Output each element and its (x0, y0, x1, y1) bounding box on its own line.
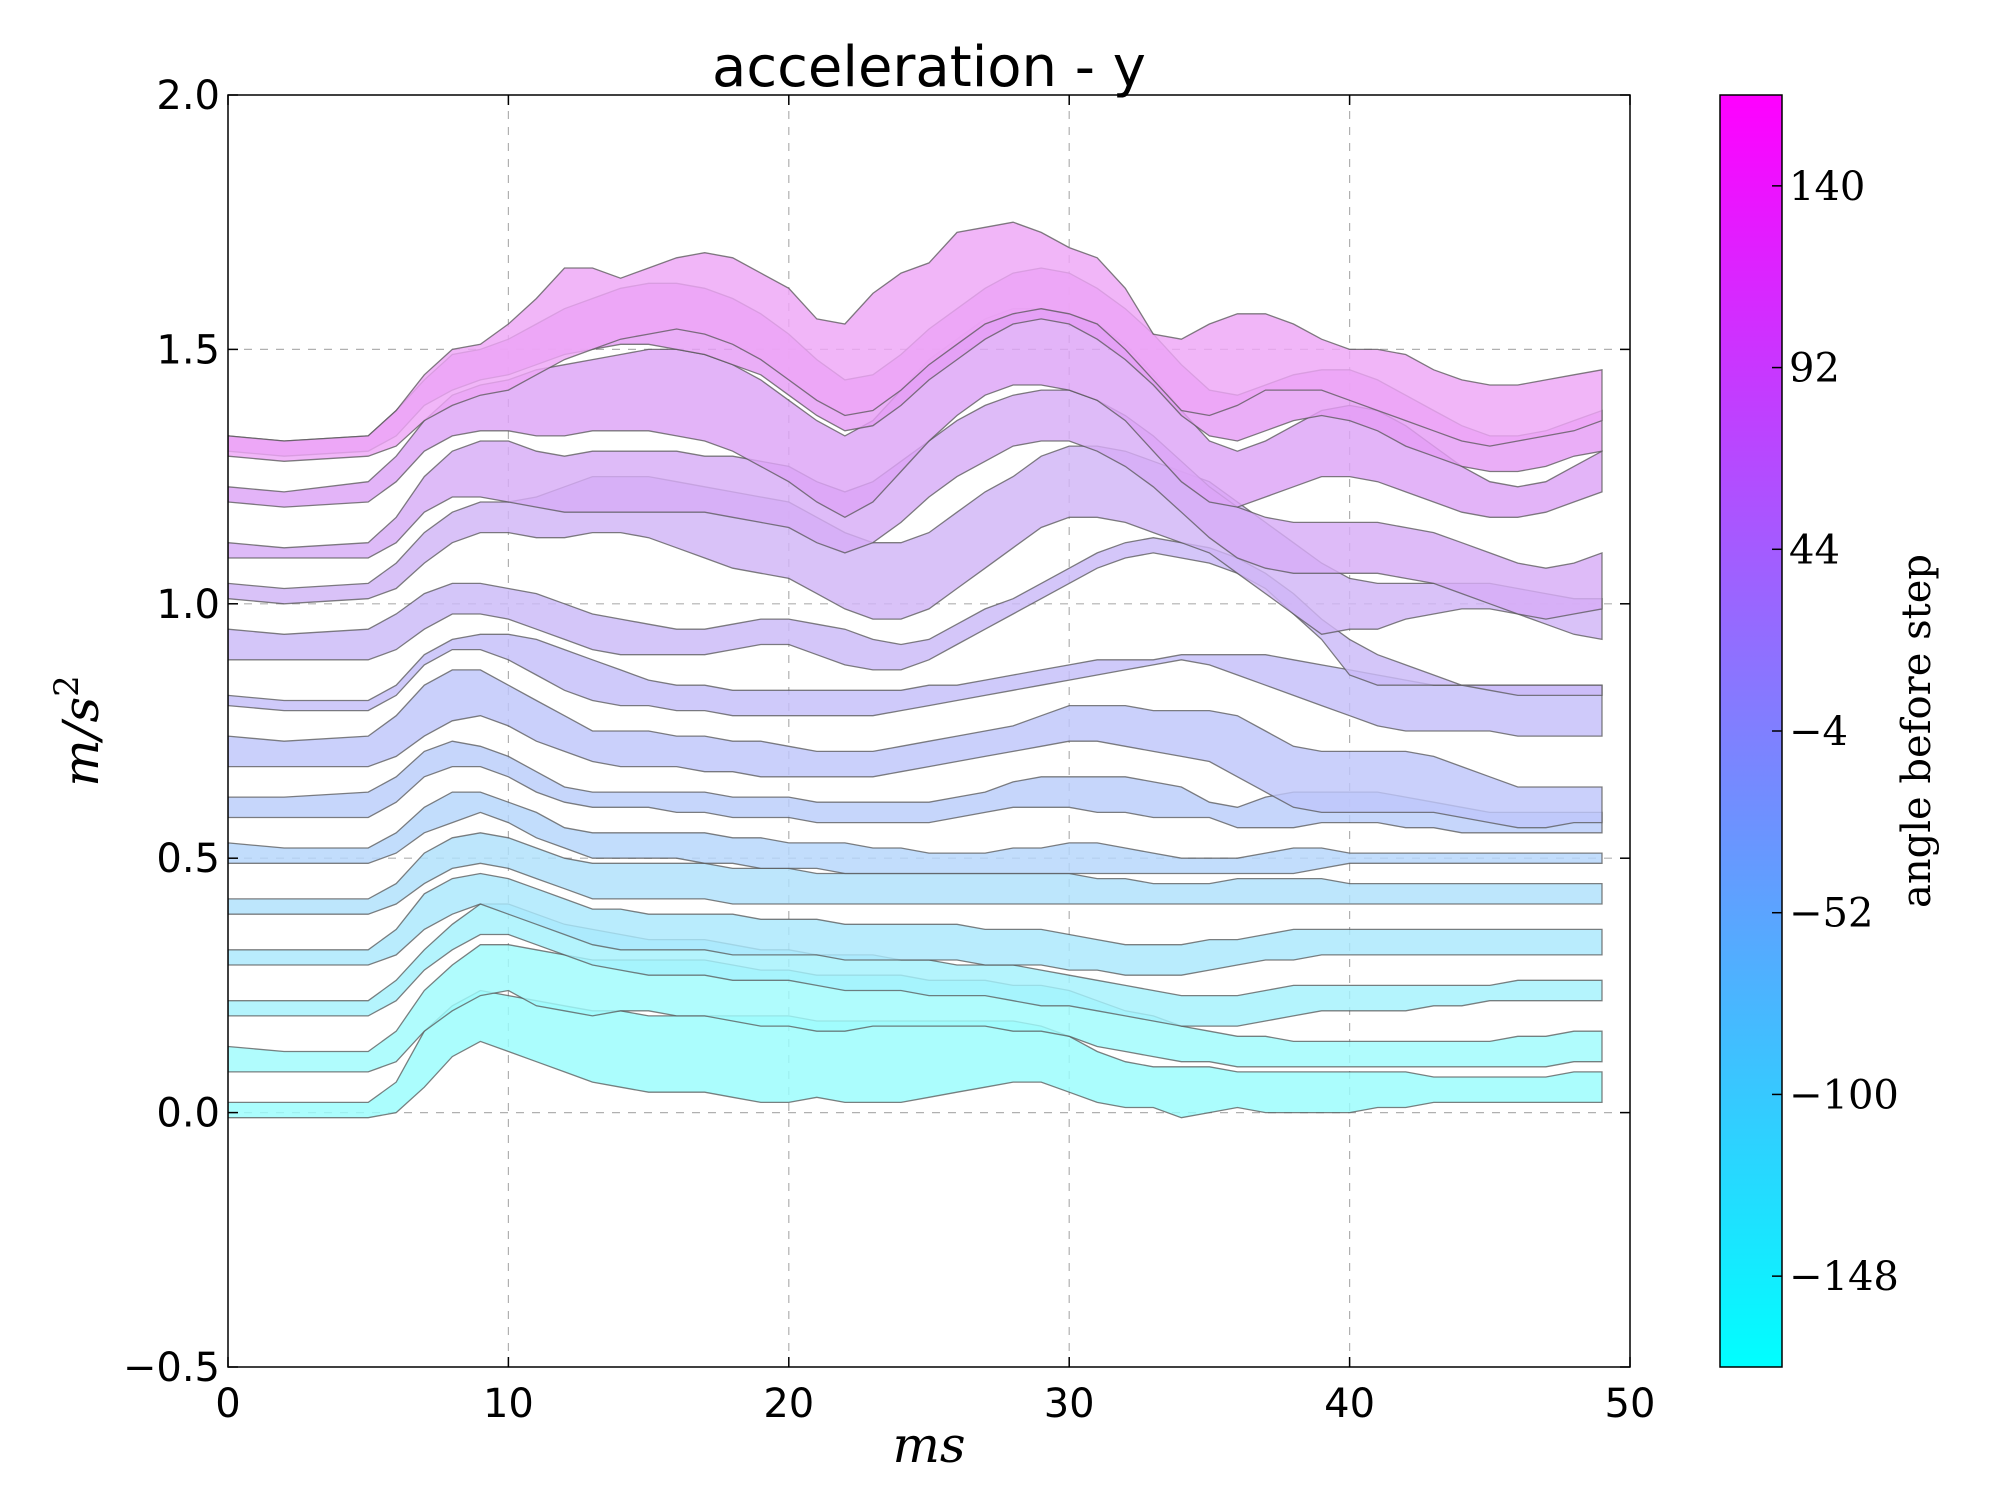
y-tick-label: 1.5 (156, 327, 220, 373)
series-band (228, 308, 1603, 519)
series-band (228, 221, 1603, 462)
x-tick-label: 40 (1324, 1381, 1375, 1427)
series-band (228, 791, 1603, 875)
y-tick-label: 1.0 (156, 582, 220, 628)
colorbar: −148 −100 −52 −4 44 92 140 angle before step (1719, 94, 1940, 1368)
y-axis-ticks: −0.5 0.0 0.5 1.0 1.5 2.0 (123, 73, 1630, 1391)
series-band (228, 633, 1603, 737)
series-band (228, 740, 1603, 834)
plot-frame (227, 94, 1631, 1368)
series-band (228, 872, 1603, 976)
x-tick-label: 10 (483, 1381, 534, 1427)
x-tick-label: 30 (1044, 1381, 1095, 1427)
colorbar-label-group: angle before step (1894, 554, 1940, 908)
y-axis-label: m/s2 (47, 675, 110, 787)
colorbar-tick-label: 44 (1789, 527, 1840, 573)
colorbar-label: angle before step (1894, 554, 1940, 908)
colorbar-tick-label: −148 (1789, 1254, 1899, 1300)
colorbar-tick-label: 140 (1789, 164, 1865, 210)
bands (228, 221, 1603, 1119)
colorbar-ticks: −148 −100 −52 −4 44 92 140 (1772, 164, 1899, 1300)
x-tick-label: 50 (1605, 1381, 1656, 1427)
y-tick-label: 0.5 (156, 836, 220, 882)
colorbar-tick-label: −52 (1789, 891, 1873, 937)
colorbar-tick-label: 92 (1789, 346, 1840, 392)
y-tick-label: 2.0 (156, 73, 220, 119)
x-axis-label: ms (892, 1416, 965, 1474)
series-band (228, 669, 1603, 829)
y-axis-label-main: m/s (52, 697, 110, 787)
chart-title: acceleration - y (712, 35, 1146, 100)
y-tick-label: 0.0 (156, 1091, 220, 1137)
colorbar-tick-label: −100 (1789, 1072, 1899, 1118)
x-tick-label: 20 (763, 1381, 814, 1427)
colorbar-gradient (1720, 95, 1782, 1367)
x-tick-label: 0 (215, 1381, 240, 1427)
y-axis-label-group: m/s2 (47, 675, 110, 787)
y-axis-label-superscript: 2 (47, 675, 87, 697)
x-axis-ticks: 0 10 20 30 40 50 (215, 95, 1655, 1427)
y-tick-label: −0.5 (123, 1345, 220, 1391)
colorbar-tick-label: −4 (1789, 709, 1848, 755)
